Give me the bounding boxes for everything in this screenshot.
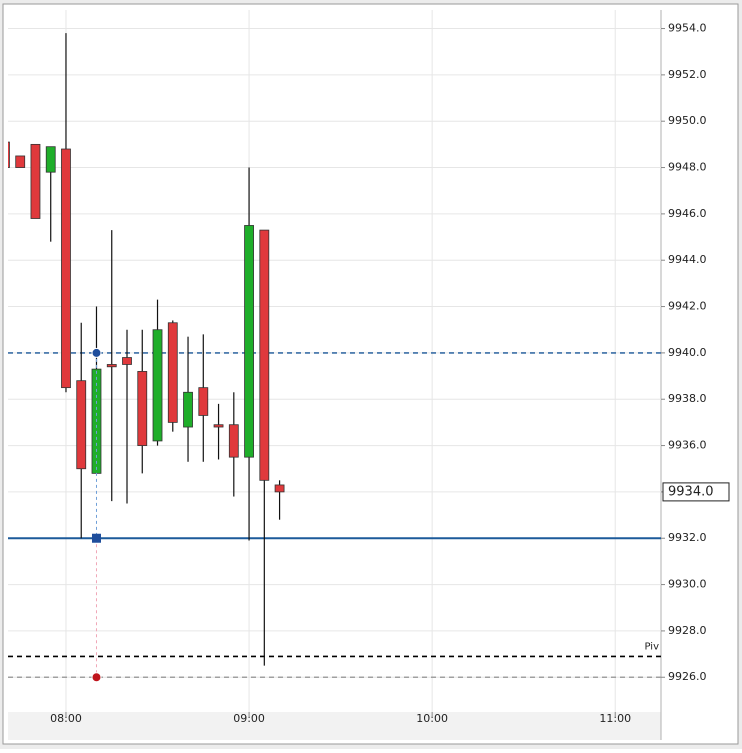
candle-body — [45, 146, 56, 173]
candle-body — [76, 380, 87, 470]
candle-body — [8, 141, 10, 168]
candle-body — [213, 424, 224, 428]
y-tick-label: 9944.0 — [668, 253, 707, 266]
y-tick-label: 9942.0 — [668, 300, 707, 313]
candle-body — [106, 364, 117, 368]
y-tick-label: 9950.0 — [668, 114, 707, 127]
price-marker-box — [662, 482, 730, 502]
y-tick-label: 9946.0 — [668, 207, 707, 220]
y-tick-label: 9952.0 — [668, 68, 707, 81]
y-tick-label: 9932.0 — [668, 531, 707, 544]
candle-body — [244, 225, 254, 458]
y-tick-label: 9928.0 — [668, 624, 707, 637]
level-label: Piv — [644, 641, 659, 652]
candle-body — [183, 391, 193, 428]
y-tick-label: 9930.0 — [668, 578, 707, 591]
candle-body — [122, 357, 132, 365]
candle-body — [274, 484, 285, 493]
y-tick-label: 9940.0 — [668, 346, 707, 359]
marker — [91, 533, 101, 543]
candle-body — [198, 387, 209, 416]
x-tick-label: 10:00 — [416, 712, 448, 725]
y-tick-label: 9936.0 — [668, 439, 707, 452]
x-axis-band — [8, 712, 661, 740]
price-marker-label: 9934.0 — [668, 484, 714, 499]
candle-body — [152, 329, 163, 442]
x-tick-label: 11:00 — [599, 712, 631, 725]
candle-body — [167, 322, 178, 423]
candle-body — [228, 424, 239, 458]
marker — [91, 672, 102, 683]
candle-body — [259, 229, 270, 481]
y-tick-label: 9926.0 — [668, 670, 707, 683]
y-tick-label: 9948.0 — [668, 161, 707, 174]
x-tick-label: 08:00 — [50, 712, 82, 725]
plot-area — [8, 10, 661, 712]
candle-body — [137, 371, 148, 446]
candle-body — [15, 155, 26, 168]
marker — [91, 347, 102, 358]
plot-layer — [8, 10, 661, 712]
y-tick-label: 9954.0 — [668, 22, 707, 35]
x-tick-label: 09:00 — [233, 712, 265, 725]
candle-body — [30, 143, 41, 219]
y-tick-label: 9938.0 — [668, 392, 707, 405]
candle-body — [61, 148, 71, 389]
